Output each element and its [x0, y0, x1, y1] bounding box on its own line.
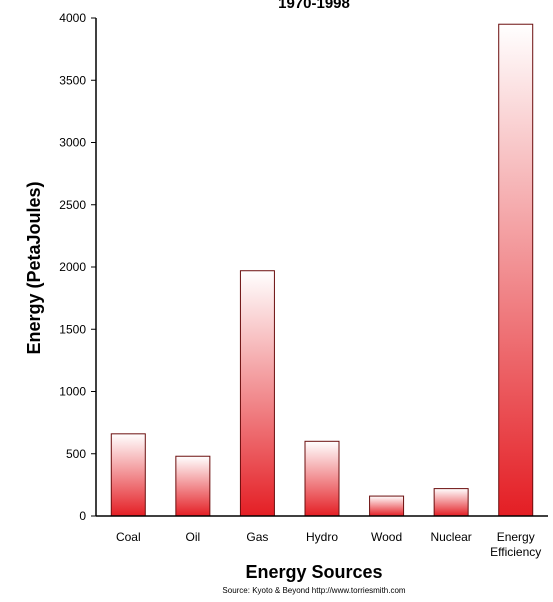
- x-tick-label: Oil: [186, 530, 201, 544]
- x-tick-label: Hydro: [306, 530, 338, 544]
- y-tick-label: 1500: [59, 322, 86, 336]
- x-tick-label: Wood: [371, 530, 402, 544]
- x-tick-label: Nuclear: [430, 530, 471, 544]
- bar-hydro: [304, 440, 340, 517]
- bar-gas: [239, 270, 275, 517]
- bar-nuclear: [433, 488, 469, 517]
- bar-oil: [175, 455, 211, 517]
- bar-coal: [110, 433, 146, 517]
- y-tick-label: 500: [66, 447, 86, 461]
- bar-wood: [369, 495, 405, 517]
- y-tick-label: 3500: [59, 73, 86, 87]
- y-axis-label: Energy (PetaJoules): [24, 181, 44, 354]
- x-axis-label: Energy Sources: [245, 562, 382, 582]
- chart-title: 1970-1998: [278, 0, 350, 12]
- y-tick-label: 1000: [59, 385, 86, 399]
- x-tick-label: Energy: [497, 530, 535, 544]
- y-tick-label: 0: [79, 509, 86, 523]
- bar-energy-efficiency: [498, 23, 534, 517]
- y-tick-label: 3000: [59, 136, 86, 150]
- source-note: Source: Kyoto & Beyond http://www.torrie…: [222, 586, 406, 595]
- y-tick-label: 2500: [59, 198, 86, 212]
- y-axis-ticks: 0 500 1000 1500 2000 2500 3000 3500 4000: [59, 11, 96, 523]
- x-axis-ticks: Coal Oil Gas Hydro Wood Nuclear EnergyEfficien…: [116, 530, 541, 559]
- x-tick-label: Coal: [116, 530, 141, 544]
- x-tick-label: Gas: [246, 530, 268, 544]
- y-tick-label: 2000: [59, 260, 86, 274]
- bars: [110, 23, 534, 517]
- y-tick-label: 4000: [59, 11, 86, 25]
- x-tick-label: Efficiency: [490, 545, 541, 559]
